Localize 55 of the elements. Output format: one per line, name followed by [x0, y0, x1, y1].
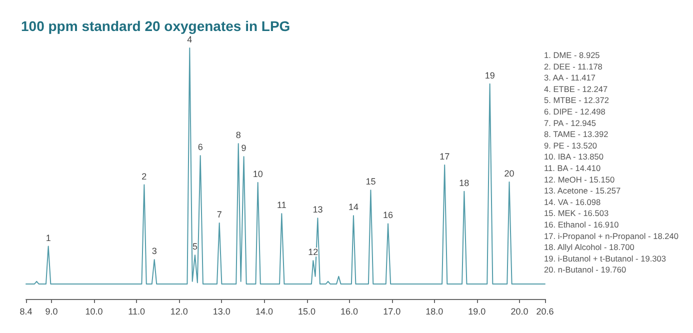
- annotation: 6: [198, 142, 203, 152]
- annotation: 5. MTBE - 12.372: [544, 95, 610, 106]
- annotation: 11. BA - 14.410: [544, 163, 601, 173]
- annotation: 10: [252, 169, 263, 180]
- annotation: 17. i-Propanol + n-Propanol - 18.240: [544, 230, 679, 241]
- annotation: 15. MEK - 16.503: [544, 208, 609, 218]
- annotation: 20. n-Butanol - 19.760: [544, 264, 626, 275]
- annotation: 17: [440, 151, 450, 162]
- annotation: 16. Ethanol - 16.910: [544, 220, 620, 230]
- annotation: 9: [241, 143, 246, 154]
- x-tick-label: 11.0: [128, 306, 146, 316]
- annotation: 7. PA - 12.945: [544, 118, 596, 128]
- annotation: 13: [312, 204, 323, 215]
- annotation: 8. TAME - 13.392: [544, 129, 609, 140]
- x-tick-label: 13.0: [212, 306, 230, 316]
- x-tick-label: 9.0: [45, 306, 58, 316]
- annotation: 12: [308, 247, 318, 258]
- annotation: 14. VA - 16.098: [544, 196, 601, 207]
- annotation: 3. AA - 11.417: [544, 72, 596, 83]
- x-tick-label: 18.0: [426, 306, 444, 316]
- x-tick-label: 20.6: [536, 306, 554, 316]
- annotation: 8: [236, 130, 241, 140]
- annotation: 10. IBA - 13.850: [544, 152, 604, 162]
- annotation: 19: [484, 70, 495, 80]
- x-tick-label: 12.0: [170, 306, 188, 316]
- x-tick-label: 8.4: [20, 306, 32, 316]
- annotation: 3: [152, 246, 157, 256]
- annotation: 18. Allyl Alcohol - 18.700: [544, 242, 635, 252]
- x-tick-label: 10.0: [85, 306, 103, 316]
- annotation: 19. i-Butanol + t-Butanol - 19.303: [544, 253, 666, 264]
- annotation: 9. PE - 13.520: [544, 140, 598, 150]
- annotation: 15: [366, 176, 376, 187]
- x-tick-label: 17.0: [383, 306, 401, 316]
- x-tick-label: 14.0: [255, 306, 273, 316]
- annotation: 2. DEE - 11.178: [544, 61, 603, 72]
- annotation: 7: [216, 209, 222, 220]
- annotation: 11: [277, 200, 286, 210]
- annotation: 18: [459, 178, 470, 188]
- annotation: 13. Acetone - 15.257: [544, 186, 621, 196]
- x-tick-label: 19.0: [468, 306, 486, 316]
- x-tick-label: 15.0: [298, 306, 316, 316]
- annotation: 14: [348, 202, 358, 212]
- annotation: 1. DME - 8.925: [544, 50, 600, 60]
- annotation: 12. MeOH - 15.150: [544, 174, 615, 184]
- annotation: 20: [504, 168, 514, 179]
- annotation: 2: [142, 171, 147, 182]
- x-tick-label: 16.0: [340, 306, 358, 316]
- chart-title: 100 ppm standard 20 oxygenates in LPG: [21, 18, 290, 34]
- annotation: 16: [383, 210, 394, 220]
- annotation: 6. DIPE - 12.498: [544, 106, 606, 116]
- x-tick-label: 20.0: [510, 306, 528, 316]
- annotation: 5: [192, 242, 198, 252]
- annotation: 1: [46, 232, 51, 243]
- annotation: 4: [187, 34, 192, 44]
- annotation: 4. ETBE - 12.247: [544, 84, 608, 94]
